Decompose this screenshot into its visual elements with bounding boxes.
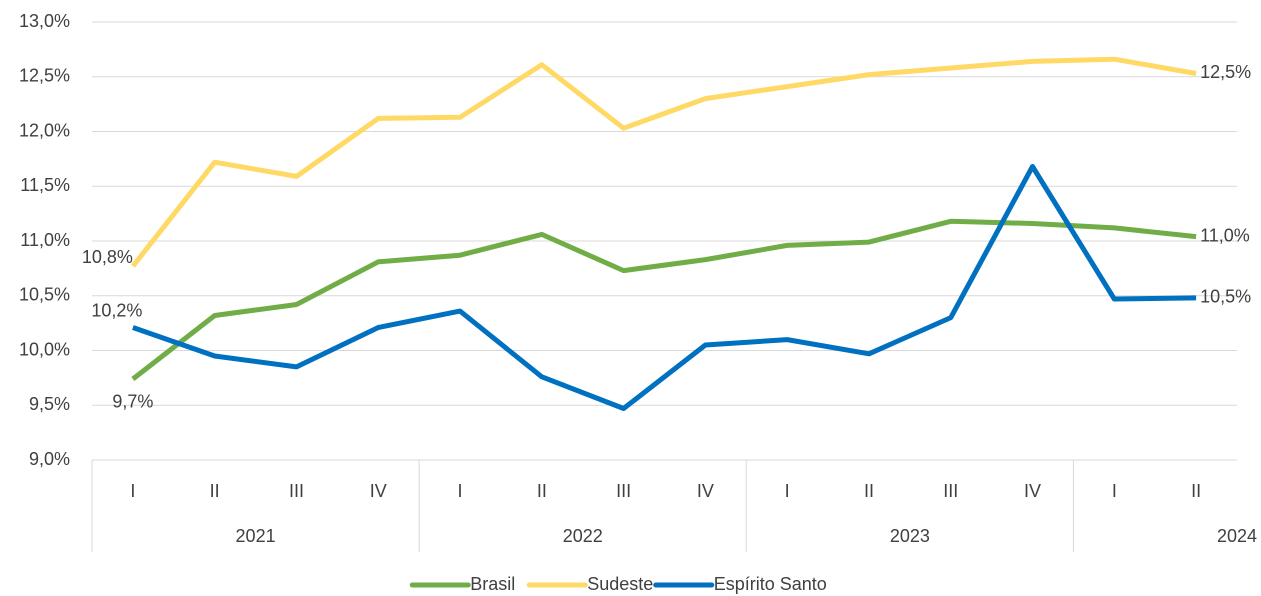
x-tick-label: II: [864, 481, 874, 501]
legend-label: Brasil: [470, 574, 515, 594]
data-label: 10,5%: [1200, 287, 1251, 307]
y-tick-label: 10,0%: [19, 339, 70, 359]
y-tick-label: 10,5%: [19, 285, 70, 305]
x-group-label: 2023: [890, 526, 930, 546]
y-tick-label: 9,5%: [29, 394, 70, 414]
y-tick-label: 12,0%: [19, 120, 70, 140]
data-label: 10,8%: [82, 247, 133, 267]
x-tick-label: III: [289, 481, 304, 501]
data-label: 11,0%: [1200, 225, 1250, 245]
x-tick-label: I: [458, 481, 463, 501]
data-label: 12,5%: [1200, 62, 1251, 82]
x-tick-label: IV: [697, 481, 714, 501]
legend-label: Espírito Santo: [714, 574, 827, 594]
y-tick-label: 12,5%: [19, 66, 70, 86]
data-label: 10,2%: [91, 300, 142, 320]
x-tick-label: II: [1191, 481, 1201, 501]
series-line: [130, 56, 1197, 268]
x-group-label: 2024: [1217, 526, 1257, 546]
y-tick-label: 13,0%: [19, 11, 70, 31]
y-tick-label: 11,5%: [20, 175, 70, 195]
series-line: [131, 218, 1197, 381]
x-group-label: 2022: [563, 526, 603, 546]
x-tick-label: III: [943, 481, 958, 501]
x-tick-label: II: [210, 481, 220, 501]
y-tick-label: 11,0%: [20, 230, 70, 250]
x-group-label: 2021: [236, 526, 276, 546]
y-tick-label: 9,0%: [29, 449, 70, 469]
x-tick-label: IV: [370, 481, 387, 501]
legend: Brasil Sudeste Espírito Santo: [409, 574, 827, 594]
x-tick-label: II: [537, 481, 547, 501]
x-tick-label: I: [785, 481, 790, 501]
x-tick-label: I: [130, 481, 135, 501]
x-tick-label: I: [1112, 481, 1117, 501]
series-line: [132, 164, 1197, 411]
legend-label: Sudeste: [587, 574, 653, 594]
x-tick-label: III: [616, 481, 631, 501]
data-label: 9,7%: [112, 392, 153, 412]
x-tick-label: IV: [1024, 481, 1041, 501]
